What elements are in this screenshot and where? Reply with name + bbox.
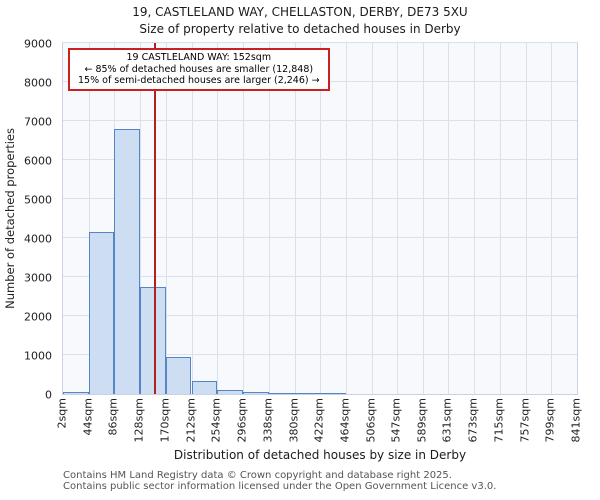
annotation-title: 19 CASTLELAND WAY: 152sqm — [126, 52, 272, 63]
y-tick-label: 6000 — [24, 154, 52, 168]
x-tick-label: 170sqm — [158, 398, 172, 443]
x-tick-label: 673sqm — [466, 398, 480, 443]
y-tick-label: 8000 — [24, 76, 52, 90]
grid-line-horizontal — [63, 198, 577, 199]
footer-attribution-line2: Contains public sector information licen… — [63, 481, 497, 492]
grid-line-vertical — [165, 43, 167, 394]
y-axis-ticks: 0 1000 2000 3000 4000 5000 6000 7000 8000 9000 — [0, 38, 58, 402]
x-tick-label: 2sqm — [55, 398, 69, 429]
grid-line-horizontal — [63, 315, 577, 316]
grid-line-horizontal — [63, 159, 577, 160]
y-tick-label: 9000 — [24, 37, 52, 51]
x-tick-label: 799sqm — [543, 398, 557, 443]
x-tick-label: 589sqm — [415, 398, 429, 443]
histogram-bar — [320, 393, 346, 394]
histogram-bar — [114, 128, 141, 394]
grid-line-vertical — [551, 43, 553, 394]
grid-line-vertical — [140, 43, 142, 394]
plot-area: 19 CASTLELAND WAY: 152sqm ← 85% of detac… — [62, 42, 578, 395]
x-tick-label: 547sqm — [389, 398, 403, 443]
chart-title: 19, CASTLELAND WAY, CHELLASTON, DERBY, D… — [132, 5, 468, 19]
histogram-bar — [191, 380, 218, 394]
grid-line-horizontal — [63, 276, 577, 277]
histogram-bar — [88, 232, 115, 394]
grid-line-vertical — [371, 43, 373, 394]
grid-line-vertical — [217, 43, 219, 394]
x-tick-label: 86sqm — [106, 398, 120, 436]
grid-line-vertical — [243, 43, 245, 394]
x-tick-label: 715sqm — [492, 398, 506, 443]
x-tick-label: 631sqm — [440, 398, 454, 443]
histogram-bar — [242, 392, 269, 394]
property-size-marker-line — [153, 43, 156, 394]
x-tick-label: 128sqm — [132, 398, 146, 443]
grid-line-horizontal — [63, 237, 577, 238]
x-tick-label: 44sqm — [81, 398, 95, 436]
grid-line-vertical — [474, 43, 476, 394]
y-tick-label: 1000 — [24, 349, 52, 363]
footer-attribution-line1: Contains HM Land Registry data © Crown c… — [63, 470, 452, 481]
y-tick-label: 4000 — [24, 232, 52, 246]
grid-line-horizontal — [63, 42, 577, 43]
x-tick-label: 296sqm — [235, 398, 249, 443]
histogram-bar — [294, 393, 320, 394]
grid-line-vertical — [525, 43, 527, 394]
histogram-bar — [268, 393, 295, 394]
histogram-bar — [63, 391, 89, 394]
grid-line-vertical — [294, 43, 296, 394]
grid-line-vertical — [191, 43, 193, 394]
y-tick-label: 3000 — [24, 271, 52, 285]
y-tick-label: 2000 — [24, 310, 52, 324]
y-tick-label: 7000 — [24, 115, 52, 129]
grid-line-vertical — [396, 43, 398, 394]
x-tick-label: 757sqm — [518, 398, 532, 443]
grid-line-vertical — [346, 43, 348, 394]
x-tick-label: 841sqm — [569, 398, 583, 443]
x-tick-label: 506sqm — [364, 398, 378, 443]
x-tick-label: 422sqm — [312, 398, 326, 443]
y-tick-label: 5000 — [24, 193, 52, 207]
grid-line-vertical — [320, 43, 322, 394]
grid-line-vertical — [448, 43, 450, 394]
x-tick-label: 254sqm — [209, 398, 223, 443]
x-axis-label: Distribution of detached houses by size … — [173, 448, 467, 462]
grid-line-vertical — [88, 43, 90, 394]
grid-line-horizontal — [63, 354, 577, 355]
x-axis-ticks: 2sqm 44sqm 86sqm 128sqm 170sqm 212sqm 254sqm 29… — [56, 398, 583, 448]
chart-subtitle: Size of property relative to detached ho… — [139, 22, 461, 36]
grid-line-vertical — [268, 43, 270, 394]
histogram-bar — [165, 356, 192, 394]
x-tick-label: 464sqm — [338, 398, 352, 443]
y-tick-label: 0 — [45, 388, 52, 402]
annotation-larger-stat: 15% of semi-detached houses are larger (… — [78, 75, 320, 86]
grid-line-horizontal — [63, 120, 577, 121]
x-tick-label: 212sqm — [184, 398, 198, 443]
annotation-smaller-stat: ← 85% of detached houses are smaller (12… — [84, 63, 314, 75]
annotation-box: 19 CASTLELAND WAY: 152sqm ← 85% of detac… — [68, 48, 330, 91]
x-tick-label: 338sqm — [261, 398, 275, 443]
histogram-bar — [140, 286, 166, 394]
grid-line-vertical — [422, 43, 424, 394]
x-tick-label: 380sqm — [287, 398, 301, 443]
histogram-bar — [217, 389, 243, 394]
grid-line-vertical — [499, 43, 501, 394]
